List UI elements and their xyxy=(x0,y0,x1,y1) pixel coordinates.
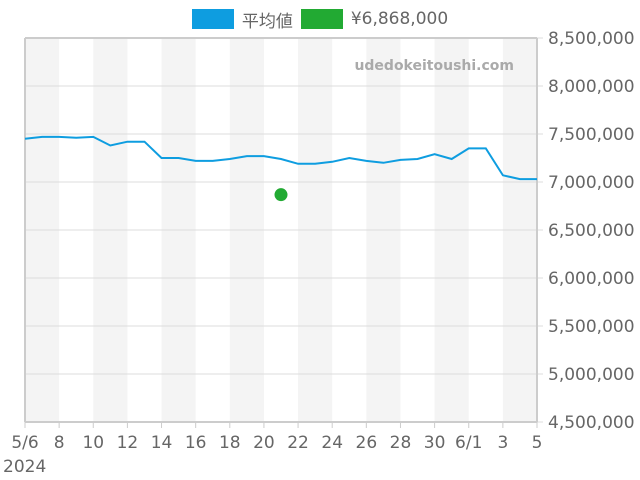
y-tick-label: 6,500,000 xyxy=(548,221,635,241)
legend-item-average[interactable]: 平均値 xyxy=(191,7,293,32)
x-tick-label: 28 xyxy=(390,433,412,453)
x-tick-label: 10 xyxy=(82,433,104,453)
x-tick-label: 5 xyxy=(532,433,543,453)
y-axis-labels: 8,500,000 8,000,000 7,500,000 7,000,000 6,50… xyxy=(548,29,635,433)
x-tick-label: 22 xyxy=(287,433,309,453)
y-tick-label: 8,000,000 xyxy=(548,77,635,97)
x-tick-label: 26 xyxy=(356,433,378,453)
legend-swatch-blue xyxy=(191,9,234,29)
average-price-line xyxy=(24,135,537,181)
x-tick-label: 16 xyxy=(185,433,207,453)
x-tick-label: 20 xyxy=(253,433,275,453)
chart-legend: 平均値 ¥6,868,000 xyxy=(0,7,640,32)
x-tick-label: 6/1 xyxy=(455,433,482,453)
legend-label-price: ¥6,868,000 xyxy=(350,9,449,29)
x-tick-label: 3 xyxy=(497,433,508,453)
x-tick-label: 5/6 xyxy=(11,433,38,453)
y-tick-label: 6,000,000 xyxy=(548,269,635,289)
legend-swatch-green xyxy=(300,9,343,29)
legend-label-average: 平均値 xyxy=(241,11,293,32)
x-tick-label: 8 xyxy=(54,433,65,453)
x-tick-label: 24 xyxy=(321,433,343,453)
y-tick-label: 8,500,000 xyxy=(548,29,635,49)
y-tick-label: 4,500,000 xyxy=(548,413,635,433)
x-tick-label: 14 xyxy=(151,433,173,453)
y-tick-label: 5,500,000 xyxy=(548,317,635,337)
x-tick-label: 12 xyxy=(117,433,139,453)
price-point[interactable] xyxy=(274,188,288,202)
y-tick-label: 7,000,000 xyxy=(548,173,635,193)
x-tick-label: 18 xyxy=(219,433,241,453)
price-points xyxy=(274,188,288,202)
watermark: udedokeitoushi.com xyxy=(354,58,514,74)
x-tick-label: 30 xyxy=(424,433,446,453)
y-tick-label: 7,500,000 xyxy=(548,125,635,145)
legend-item-price[interactable]: ¥6,868,000 xyxy=(300,9,449,29)
axes xyxy=(24,37,538,428)
y-tick-label: 5,000,000 xyxy=(548,365,635,385)
x-axis-labels: 5/6 8 10 12 14 16 18 20 22 24 26 28 30 6/1 3 5 2024 xyxy=(3,433,542,477)
x-year-label: 2024 xyxy=(3,457,46,477)
